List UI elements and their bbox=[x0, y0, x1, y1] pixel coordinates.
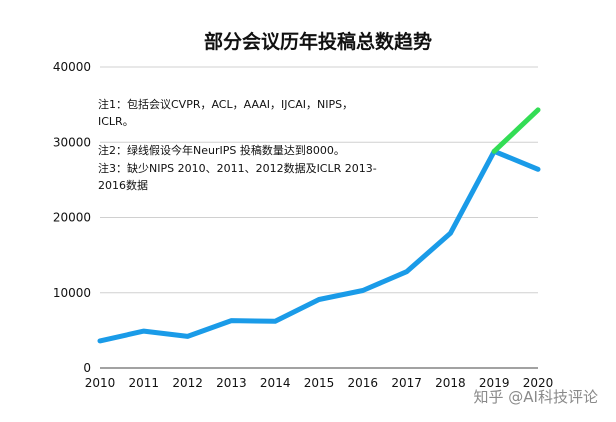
watermark: 知乎 @AI科技评论 bbox=[474, 388, 598, 406]
y-tick-label: 40000 bbox=[53, 60, 91, 74]
note-2: 注2：绿线假设今年NeurIPS 投稿数量达到8000。 bbox=[98, 143, 345, 157]
y-tick-label: 0 bbox=[83, 361, 91, 375]
note-1-cont: ICLR。 bbox=[98, 115, 134, 128]
series-lines bbox=[97, 107, 541, 344]
series-line-0 bbox=[97, 148, 541, 344]
note-3-cont: 2016数据 bbox=[98, 178, 148, 192]
x-tick-label: 2015 bbox=[304, 376, 335, 390]
x-tick-label: 2016 bbox=[348, 376, 379, 390]
x-tick-label: 2010 bbox=[85, 376, 116, 390]
x-tick-label: 2014 bbox=[260, 376, 291, 390]
x-tick-label: 2011 bbox=[129, 376, 160, 390]
x-tick-label: 2019 bbox=[479, 376, 510, 390]
series-line-1 bbox=[491, 107, 541, 154]
notes: 注1：包括会议CVPR，ACL，AAAI，IJCAI，NIPS， ICLR。 注… bbox=[98, 97, 377, 192]
chart-title: 部分会议历年投稿总数趋势 bbox=[204, 30, 432, 53]
note-3: 注3：缺少NIPS 2010、2011、2012数据及ICLR 2013- bbox=[98, 161, 377, 175]
x-tick-label: 2018 bbox=[435, 376, 466, 390]
y-tick-label: 20000 bbox=[53, 211, 91, 225]
x-axis-ticks: 2010 2011 2012 2013 2014 2015 2016 2017 2018 2019… bbox=[85, 376, 554, 390]
note-1: 注1：包括会议CVPR，ACL，AAAI，IJCAI，NIPS， bbox=[98, 97, 353, 111]
x-tick-label: 2020 bbox=[523, 376, 554, 390]
y-tick-label: 10000 bbox=[53, 286, 91, 300]
y-tick-label: 30000 bbox=[53, 135, 91, 149]
x-tick-label: 2013 bbox=[216, 376, 247, 390]
y-axis-ticks: 0 10000 20000 30000 40000 bbox=[53, 60, 91, 375]
x-tick-label: 2012 bbox=[172, 376, 203, 390]
x-tick-label: 2017 bbox=[391, 376, 422, 390]
grid-lines bbox=[100, 66, 538, 369]
